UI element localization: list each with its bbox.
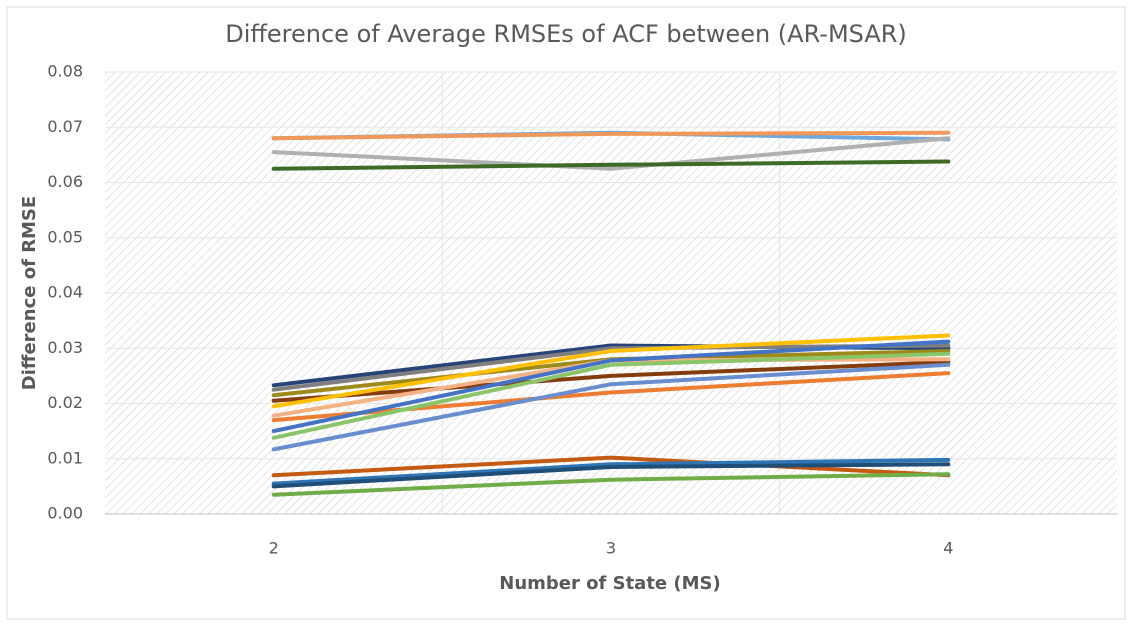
series-line xyxy=(271,362,951,452)
series-line xyxy=(271,339,951,434)
y-tick-label: 0.04 xyxy=(47,283,83,302)
chart-title: Difference of Average RMSEs of ACF betwe… xyxy=(225,20,907,48)
series-line xyxy=(271,371,951,423)
series-line xyxy=(271,333,951,409)
series-line xyxy=(271,472,951,497)
y-tick-label: 0.06 xyxy=(47,172,83,191)
series-line xyxy=(271,136,951,171)
y-tick-label: 0.07 xyxy=(47,117,83,136)
y-tick-label: 0.01 xyxy=(47,448,83,467)
series-line xyxy=(271,351,951,440)
series-line xyxy=(271,457,951,486)
x-tick-label: 4 xyxy=(943,539,953,558)
y-tick-label: 0.08 xyxy=(47,62,83,81)
x-axis-title: Number of State (MS) xyxy=(499,573,720,594)
x-tick-label: 3 xyxy=(606,539,616,558)
series-line xyxy=(271,159,951,171)
series-line xyxy=(271,462,951,489)
y-tick-label: 0.02 xyxy=(47,393,83,412)
y-axis-title: Difference of RMSE xyxy=(19,196,40,390)
x-tick-label: 2 xyxy=(269,539,279,558)
series-line xyxy=(271,360,951,403)
series-line xyxy=(271,130,951,141)
y-tick-label: 0.00 xyxy=(47,504,83,523)
series-line xyxy=(271,455,951,478)
y-tick-label: 0.05 xyxy=(47,227,83,246)
y-tick-label: 0.03 xyxy=(47,338,83,357)
